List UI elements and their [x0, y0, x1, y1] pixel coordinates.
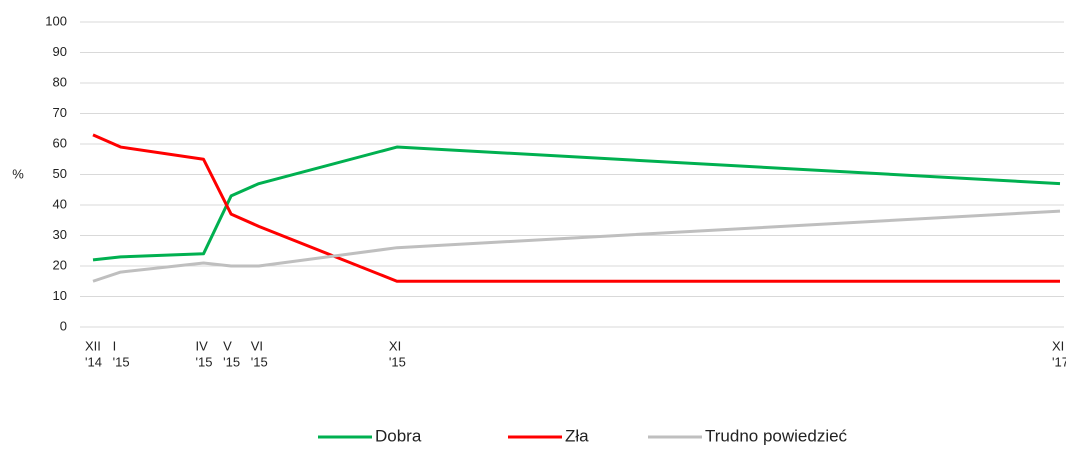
x-tick-label: V	[223, 338, 232, 353]
y-tick-label: 100	[45, 13, 67, 28]
x-tick-label: '15	[196, 354, 213, 369]
x-tick-label: '15	[389, 354, 406, 369]
legend-label: Trudno powiedzieć	[705, 426, 848, 445]
series-line	[92, 209, 1061, 283]
legend-label: Dobra	[375, 426, 422, 445]
x-tick-label: '15	[251, 354, 268, 369]
y-tick-label: 70	[53, 105, 67, 120]
legend-item: Trudno powiedzieć	[648, 426, 848, 445]
y-tick-label: 60	[53, 135, 67, 150]
y-tick-label: 30	[53, 227, 67, 242]
y-tick-label: 20	[53, 257, 67, 272]
y-tick-label: 0	[60, 318, 67, 333]
y-tick-label: 10	[53, 288, 67, 303]
x-tick-label: '14	[85, 354, 102, 369]
legend-item: Zła	[508, 426, 589, 445]
x-tick-label: I	[113, 338, 117, 353]
series-line	[92, 133, 1060, 283]
y-axis-label: %	[12, 166, 24, 181]
x-tick-label: VI	[251, 338, 263, 353]
x-tick-label: XI	[389, 338, 401, 353]
y-tick-label: 50	[53, 166, 67, 181]
series-line	[92, 145, 1061, 262]
x-tick-label: '15	[223, 354, 240, 369]
y-tick-label: 80	[53, 74, 67, 89]
x-tick-label: IV	[196, 338, 209, 353]
y-tick-label: 90	[53, 44, 67, 59]
x-tick-label: XI	[1052, 338, 1064, 353]
y-tick-label: 40	[53, 196, 67, 211]
x-tick-label: XII	[85, 338, 101, 353]
x-tick-label: '15	[113, 354, 130, 369]
legend-label: Zła	[565, 426, 589, 445]
legend-item: Dobra	[318, 426, 422, 445]
x-tick-label: '17	[1052, 354, 1066, 369]
